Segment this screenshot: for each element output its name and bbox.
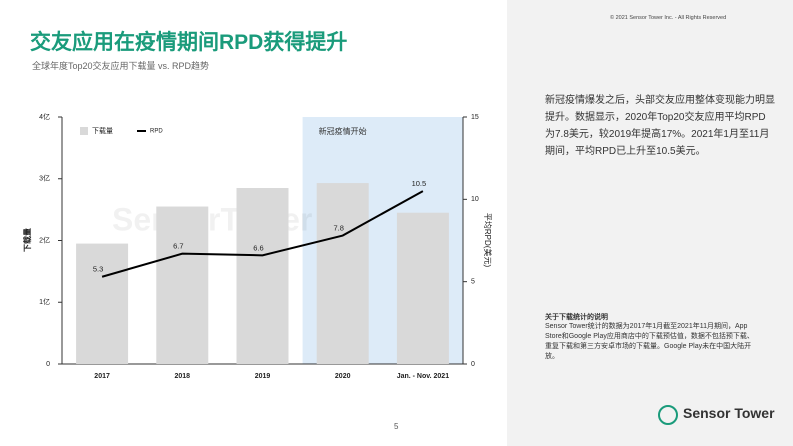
x-tick-label: 2019 <box>255 373 271 380</box>
y-axis-title: 下载量 <box>22 228 32 252</box>
logo: Sensor Tower <box>683 405 775 421</box>
y2-tick-label: 10 <box>471 196 479 203</box>
data-label: 7.8 <box>333 224 343 233</box>
y-tick-label: 2亿 <box>39 235 50 244</box>
data-label: 5.3 <box>93 265 103 274</box>
data-label: 6.7 <box>173 242 183 251</box>
x-tick-label: 2020 <box>335 373 351 380</box>
bar <box>76 243 129 364</box>
line <box>101 190 424 278</box>
sidebar-text: 新冠疫情爆发之后，头部交友应用整体变现能力明显提升。数据显示，2020年Top2… <box>545 95 775 157</box>
data-label: 10.5 <box>412 179 427 188</box>
bar <box>396 212 449 364</box>
copyright: © 2021 Sensor Tower Inc. - All Rights Re… <box>610 15 727 21</box>
subtitle: 全球年度Top20交友应用下载量 vs. RPD趋势 <box>32 61 210 71</box>
logo-icon <box>658 405 678 425</box>
bar <box>236 188 289 364</box>
y2-tick-label: 5 <box>471 279 475 286</box>
y2-axis-title: 平均RPD(美元) <box>483 213 493 268</box>
bar <box>316 183 369 364</box>
y-tick-label: 4亿 <box>39 112 50 121</box>
legend-swatch <box>80 127 88 135</box>
annotation: 新冠疫情开始 <box>319 126 367 136</box>
y-tick-label: 3亿 <box>39 174 50 183</box>
note-text: Sensor Tower统计的数据为2017年1月截至2021年11月期间，Ap… <box>545 323 754 360</box>
y-tick-label: 1亿 <box>39 297 50 306</box>
legend-label: 下载量 <box>92 126 113 135</box>
x-tick-label: 2018 <box>175 373 191 380</box>
legend-label: RPD <box>150 129 163 135</box>
sidebar <box>507 0 793 446</box>
note-title: 关于下载统计的说明 <box>545 314 608 321</box>
x-tick-label: Jan. - Nov. 2021 <box>397 373 450 380</box>
page-number: 5 <box>394 422 399 431</box>
data-label: 6.6 <box>253 243 263 252</box>
bar <box>156 206 209 364</box>
title: 交友应用在疫情期间RPD获得提升 <box>30 31 348 54</box>
x-tick-label: 2017 <box>94 373 110 380</box>
y-tick-label: 0 <box>46 361 50 368</box>
y2-tick-label: 0 <box>471 361 475 368</box>
y2-tick-label: 15 <box>471 114 479 121</box>
